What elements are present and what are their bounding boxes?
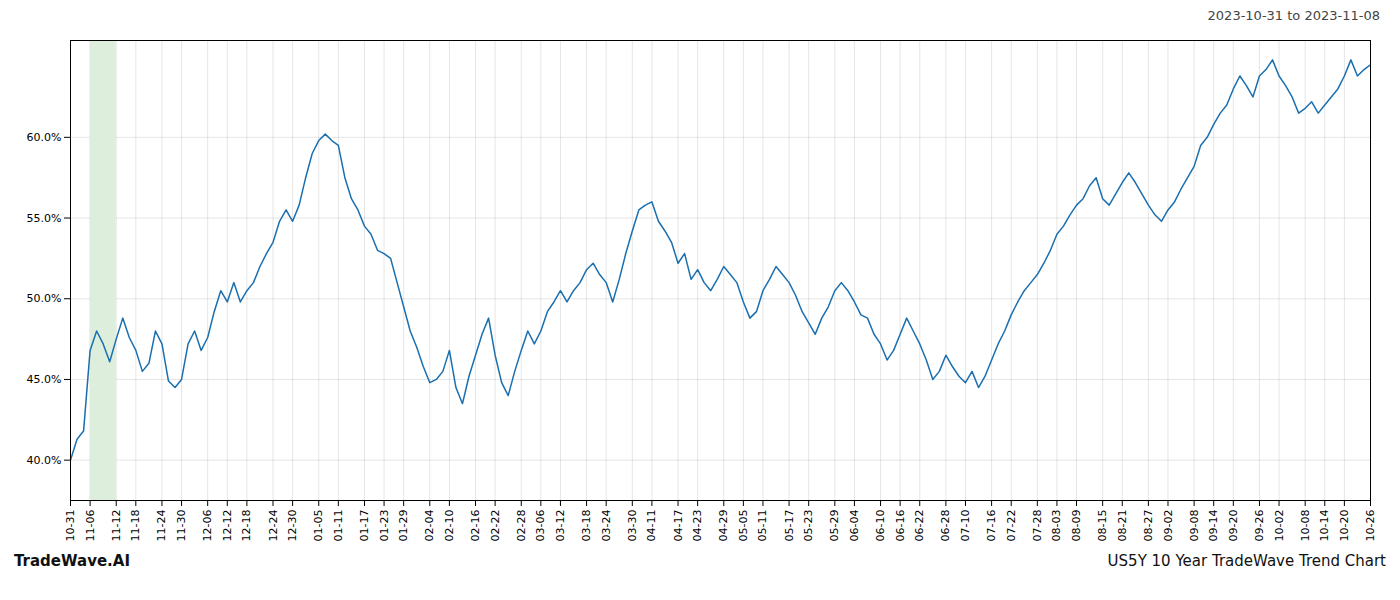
svg-text:01-05: 01-05 (312, 510, 325, 542)
svg-text:07-22: 07-22 (1005, 510, 1018, 542)
svg-text:01-11: 01-11 (332, 510, 345, 542)
svg-text:05-05: 05-05 (737, 510, 750, 542)
svg-text:09-14: 09-14 (1207, 510, 1220, 542)
svg-text:45.0%: 45.0% (27, 373, 62, 386)
svg-text:01-29: 01-29 (397, 510, 410, 542)
svg-text:02-22: 02-22 (489, 510, 502, 542)
svg-text:12-24: 12-24 (267, 510, 280, 542)
svg-text:50.0%: 50.0% (27, 292, 62, 305)
svg-text:11-24: 11-24 (155, 510, 168, 542)
svg-text:09-26: 09-26 (1253, 510, 1266, 542)
svg-text:03-30: 03-30 (626, 510, 639, 542)
svg-text:09-08: 09-08 (1188, 510, 1201, 542)
svg-text:02-16: 02-16 (469, 510, 482, 542)
svg-text:10-31: 10-31 (64, 510, 77, 542)
svg-text:04-11: 04-11 (645, 510, 658, 542)
svg-text:09-02: 09-02 (1162, 510, 1175, 542)
svg-text:60.0%: 60.0% (27, 131, 62, 144)
svg-text:10-26: 10-26 (1364, 510, 1377, 542)
svg-text:04-29: 04-29 (717, 510, 730, 542)
svg-text:05-11: 05-11 (756, 510, 769, 542)
svg-text:12-18: 12-18 (240, 510, 253, 542)
svg-text:01-23: 01-23 (378, 510, 391, 542)
svg-text:07-16: 07-16 (985, 510, 998, 542)
svg-text:06-10: 06-10 (874, 510, 887, 542)
svg-text:06-16: 06-16 (894, 510, 907, 542)
svg-text:12-12: 12-12 (221, 510, 234, 542)
svg-text:03-06: 03-06 (534, 510, 547, 542)
svg-text:08-27: 08-27 (1142, 510, 1155, 542)
svg-text:06-04: 06-04 (848, 510, 861, 542)
svg-text:02-28: 02-28 (515, 510, 528, 542)
svg-text:11-06: 11-06 (84, 510, 97, 542)
svg-text:05-23: 05-23 (802, 510, 815, 542)
svg-text:08-15: 08-15 (1096, 510, 1109, 542)
svg-text:09-20: 09-20 (1227, 510, 1240, 542)
svg-text:03-12: 03-12 (554, 510, 567, 542)
svg-text:06-28: 06-28 (939, 510, 952, 542)
svg-text:03-18: 03-18 (580, 510, 593, 542)
svg-text:10-08: 10-08 (1299, 510, 1312, 542)
svg-text:02-04: 02-04 (423, 510, 436, 542)
svg-text:05-17: 05-17 (783, 510, 796, 542)
svg-text:04-23: 04-23 (691, 510, 704, 542)
html-text:TradeWave.AI: TradeWave.AI (14, 552, 130, 570)
svg-text:08-03: 08-03 (1050, 510, 1063, 542)
svg-text:05-29: 05-29 (828, 510, 841, 542)
svg-text:11-18: 11-18 (129, 510, 142, 542)
svg-text:10-02: 10-02 (1273, 510, 1286, 542)
svg-text:55.0%: 55.0% (27, 212, 62, 225)
svg-text:07-10: 07-10 (959, 510, 972, 542)
svg-text:40.0%: 40.0% (27, 454, 62, 467)
svg-text:06-22: 06-22 (913, 510, 926, 542)
html-text:US5Y 10 Year TradeWave Trend C: US5Y 10 Year TradeWave Trend Chart (1107, 552, 1386, 570)
svg-text:03-24: 03-24 (600, 510, 613, 542)
svg-text:10-20: 10-20 (1338, 510, 1351, 542)
svg-text:02-10: 02-10 (443, 510, 456, 542)
html-text:2023-10-31 to 2023-11-08: 2023-10-31 to 2023-11-08 (1207, 8, 1380, 23)
svg-text:12-30: 12-30 (286, 510, 299, 542)
svg-text:11-30: 11-30 (175, 510, 188, 542)
svg-text:01-17: 01-17 (358, 510, 371, 542)
svg-text:11-12: 11-12 (110, 510, 123, 542)
svg-text:08-21: 08-21 (1116, 510, 1129, 542)
svg-text:12-06: 12-06 (201, 510, 214, 542)
svg-text:10-14: 10-14 (1318, 510, 1331, 542)
svg-text:08-09: 08-09 (1070, 510, 1083, 542)
svg-text:04-17: 04-17 (672, 510, 685, 542)
svg-text:07-28: 07-28 (1031, 510, 1044, 542)
